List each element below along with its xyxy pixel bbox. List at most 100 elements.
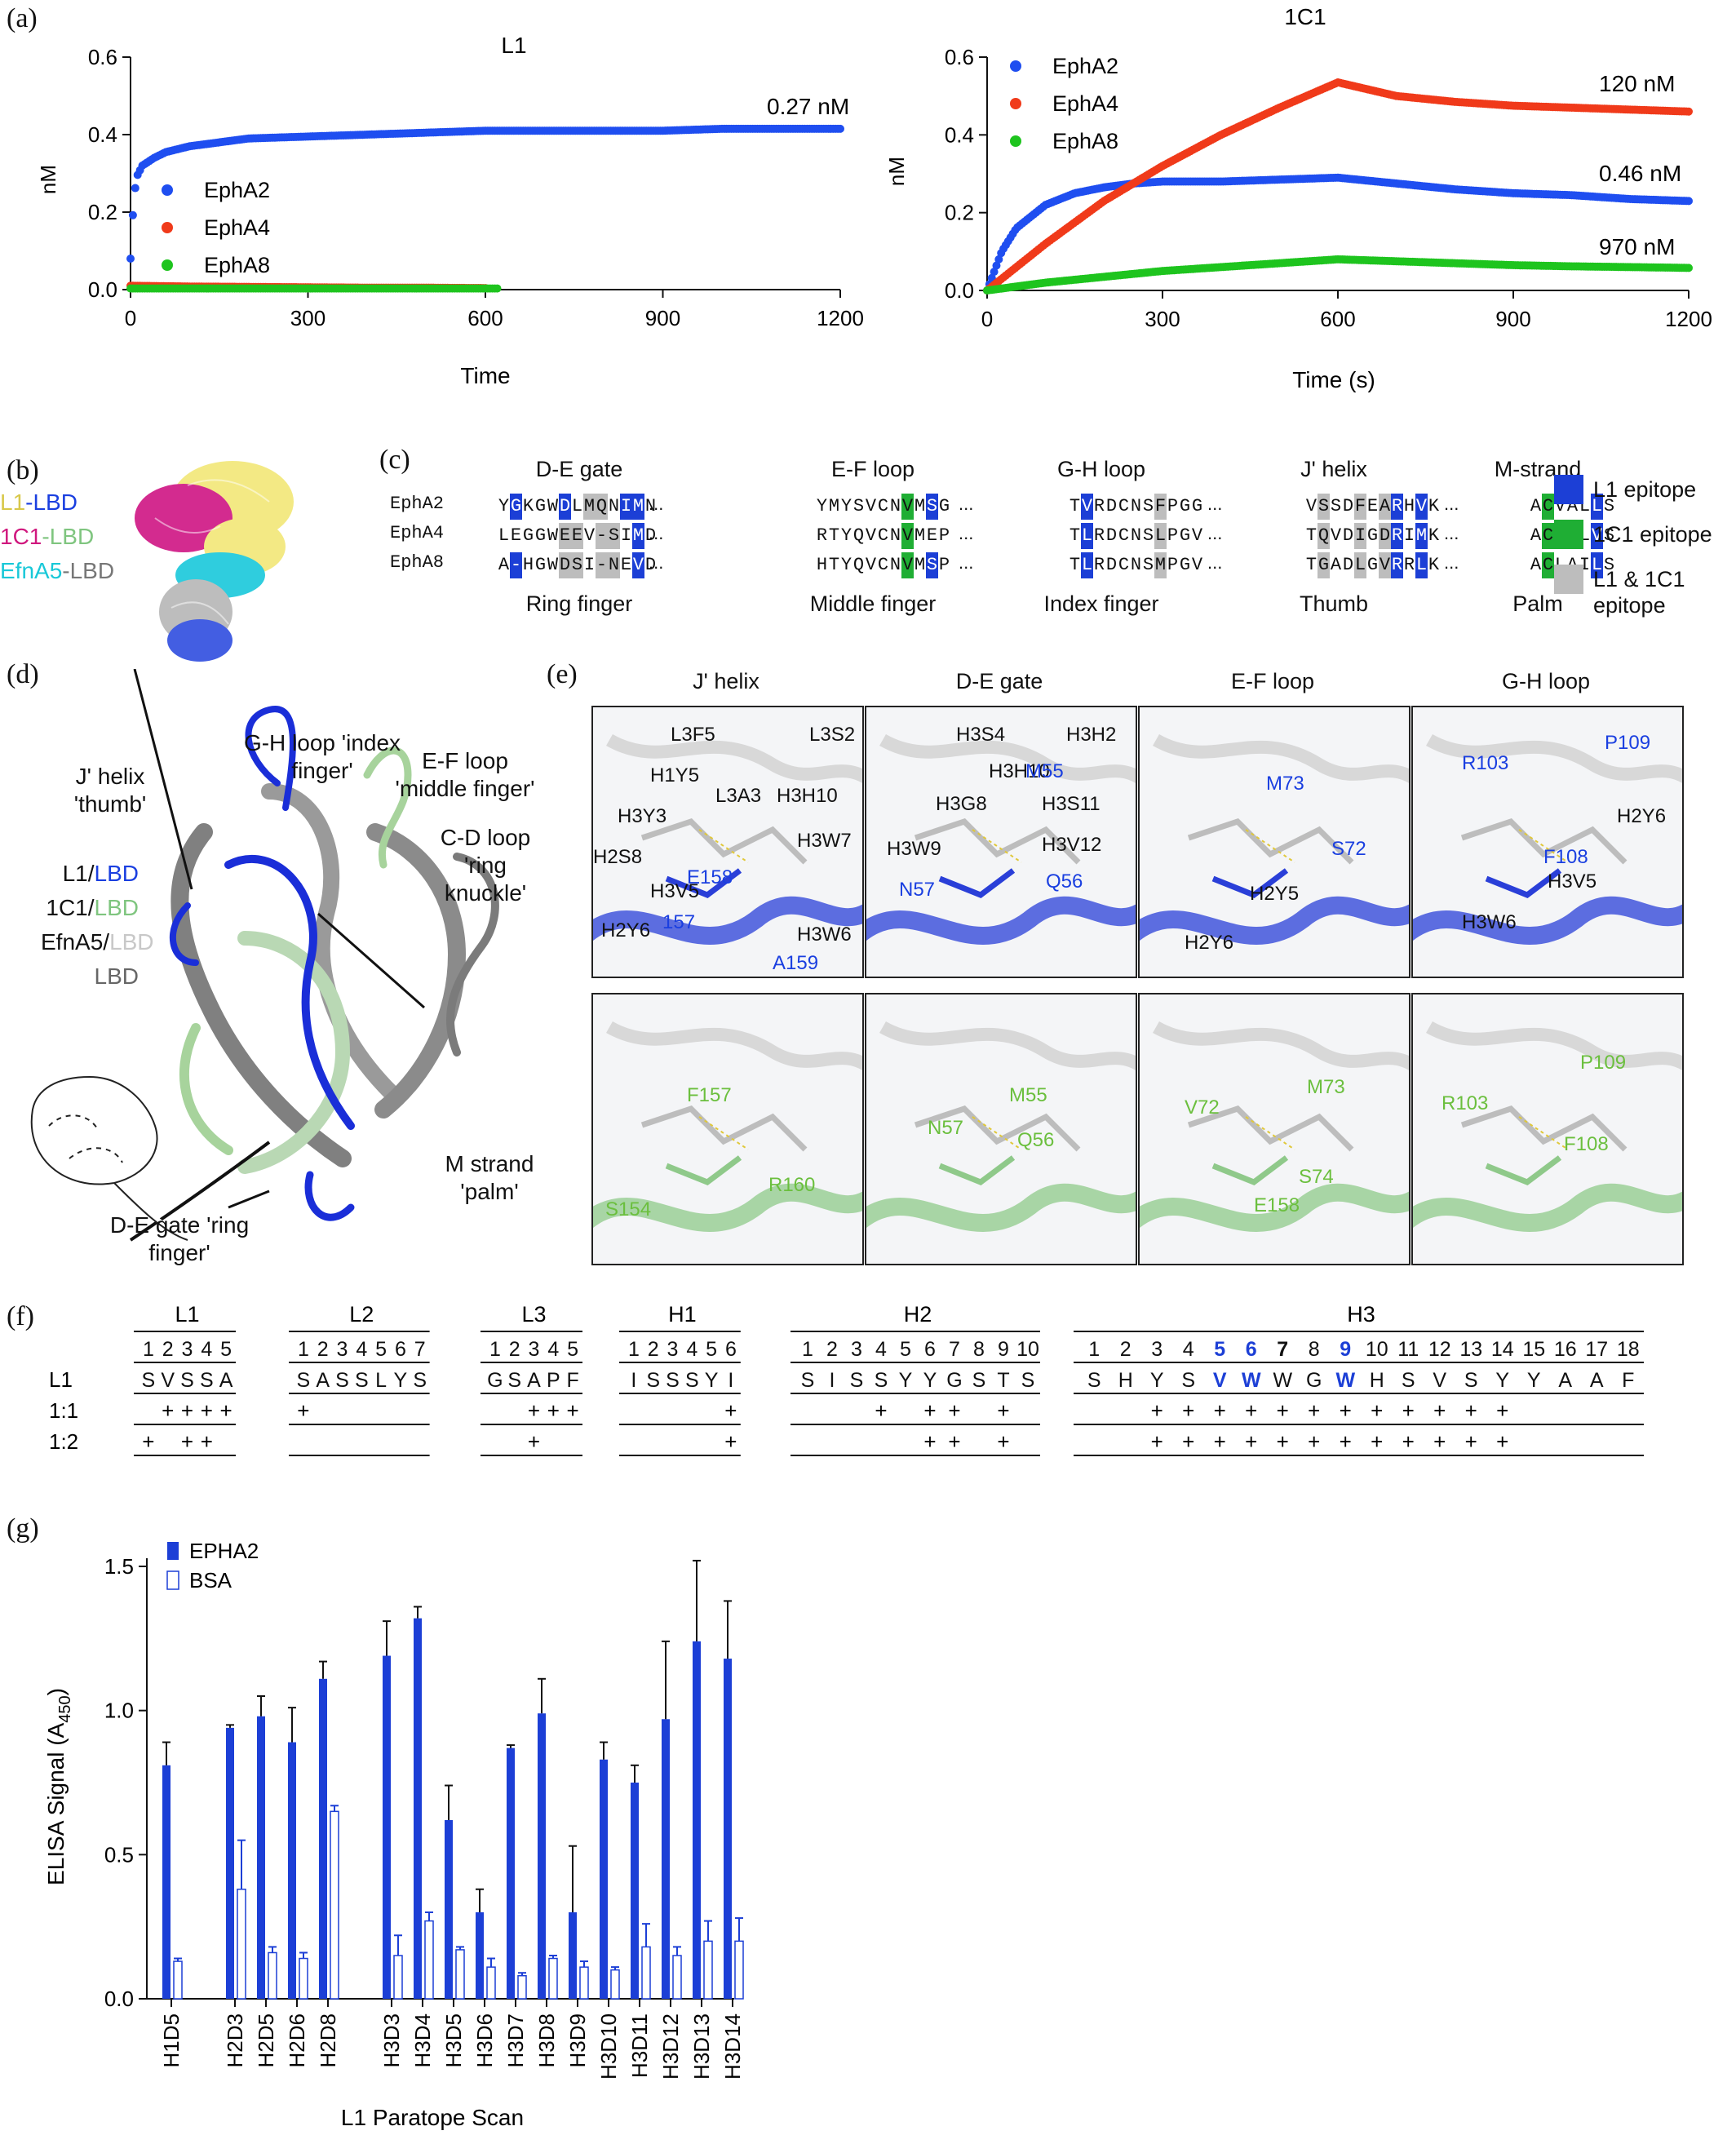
y-axis-label: nM [36, 165, 60, 194]
y-tick-label: 0.5 [104, 1842, 134, 1867]
bar-group-h1d5: H1D5 [159, 1741, 184, 2067]
legend-swatch [1554, 520, 1583, 549]
legend-label: EphA8 [1052, 129, 1118, 153]
data-point [493, 284, 502, 293]
residue: Y [498, 496, 510, 516]
residue: M [583, 494, 596, 520]
legend-marker [162, 222, 173, 233]
position-number: 2 [162, 1338, 174, 1361]
bar-bsa [424, 1920, 434, 2000]
interface-closeup: L3F5 L3S2 H1Y5 L3A3 H3H10 H3Y3 H3W7 H2S8 H3V5 H2Y… [591, 706, 864, 978]
position-number: 5 [900, 1338, 911, 1361]
legend-left: 1C1 [46, 895, 88, 920]
region-label-top: J' helix [1300, 457, 1367, 481]
residue: C [1542, 552, 1554, 578]
bar-epha2 [383, 1655, 391, 1999]
residue: D [1105, 496, 1118, 516]
bar-epha2 [476, 1912, 484, 1999]
legend-label: L1 & 1C1 epitope [1593, 567, 1685, 618]
residue-letter: S [1021, 1369, 1035, 1392]
cdr-name: L3 [521, 1302, 546, 1327]
complex-legend: L1-LBD 1C1-LBD EfnA5-LBD [0, 485, 114, 588]
residue-label: A159 [773, 952, 819, 974]
residue-label: H3H10 [989, 760, 1050, 782]
label-cd-loop-text: C-D loop 'ring knuckle' [440, 825, 531, 906]
contact-mark-1-1: + [1245, 1398, 1257, 1423]
position-number: 5 [706, 1338, 717, 1361]
legend-left: EfnA5 [0, 558, 63, 583]
residue-label: H2Y6 [601, 919, 651, 941]
data-point [992, 261, 1001, 270]
position-number: 2 [509, 1338, 520, 1361]
position-number: 5 [567, 1338, 578, 1361]
y-axis-label-main: ELISA Signal (A [43, 1722, 69, 1885]
residue-letter: A [1590, 1369, 1604, 1392]
residue: R [1403, 555, 1415, 575]
residue: W [547, 525, 559, 546]
residue: Q [852, 555, 865, 575]
legend-swatch [1554, 565, 1583, 594]
residue-letter: S [646, 1369, 660, 1392]
residue: - [596, 523, 608, 549]
label-gh-loop: G-H loop 'index finger' [241, 702, 404, 785]
residue: Y [840, 525, 852, 546]
position-number: 1 [802, 1338, 813, 1361]
sequence-segment: HTYQVCNVMSP [816, 552, 950, 580]
bar-bsa [734, 1940, 744, 2000]
residue: M [632, 494, 644, 520]
residue: M [828, 496, 840, 516]
residue: G [1179, 525, 1191, 546]
residue: K [1428, 525, 1440, 546]
position-number: 4 [201, 1338, 212, 1361]
legend-left: L1 [62, 861, 88, 886]
x-tick-label: H3D3 [379, 2013, 404, 2067]
panel-c-alignment: D-E gate E-F loop G-H loop J' helix M-strand… [390, 457, 1729, 636]
interface-closeup: M73 V72 S74 E158 [1138, 993, 1410, 1265]
residue: E [510, 525, 522, 546]
residue-letter: T [997, 1369, 1009, 1392]
residue: - [510, 552, 522, 578]
contact-mark-1-1: + [567, 1398, 579, 1423]
bar-group-h3d9: H3D9 [565, 1845, 590, 2067]
residue: G [534, 496, 547, 516]
residue: P [938, 525, 950, 546]
residue-label: H3Y3 [618, 805, 667, 827]
data-point [836, 124, 844, 133]
x-tick-label: H3D10 [596, 2013, 621, 2080]
residue-letter: W [1242, 1369, 1261, 1392]
residue-label: E158 [687, 866, 733, 888]
lbd-superposition-image [30, 669, 499, 1242]
label-gh-loop-text: G-H loop 'index finger' [243, 730, 401, 783]
contact-mark-1-1: + [1151, 1398, 1163, 1423]
residue: C [877, 496, 889, 516]
legend-right: -LBD [62, 558, 115, 583]
sequence-segment: YGKGWDLMQNIMN [498, 494, 657, 521]
cdr-group-l3: L3 1 G2 S3 A + +4 P +5 F + [480, 1302, 582, 1456]
residue: C [1542, 523, 1554, 549]
residue-label: H3W9 [887, 838, 941, 860]
position-number: 16 [1554, 1338, 1577, 1361]
contact-mark-1-1: + [948, 1398, 960, 1423]
legend-row: 1C1/LBD [46, 895, 139, 920]
y-axis-label-sub: 450 [56, 1695, 74, 1722]
residue-letter: F [1622, 1369, 1634, 1392]
interface-closeup: F157 S154 R160 [591, 993, 864, 1265]
residue-label: F108 [1564, 1133, 1609, 1155]
residue-label: L3A3 [715, 785, 762, 807]
bar-bsa [330, 1810, 339, 2000]
residue-label: H3V5 [650, 880, 700, 902]
x-tick-label: H3D9 [565, 2013, 590, 2067]
residue: V [865, 555, 877, 575]
cdr-name: H2 [904, 1302, 932, 1327]
residue-letter: A [316, 1369, 330, 1392]
position-number: 3 [667, 1338, 679, 1361]
residue: I [1403, 525, 1415, 546]
sequence-segment: VSSDFEARHVK [1305, 494, 1440, 521]
position-number: 1 [298, 1338, 309, 1361]
sequence-segment: TVRDCNSFPGG [1069, 494, 1203, 521]
x-tick-label: H3D13 [689, 2013, 714, 2080]
contact-mark-1-2: + [724, 1429, 737, 1454]
interface-closeup: M55 N57 Q56 [865, 993, 1137, 1265]
panel-letter-g: (g) [7, 1513, 39, 1544]
panel-letter-a: (a) [7, 3, 38, 33]
